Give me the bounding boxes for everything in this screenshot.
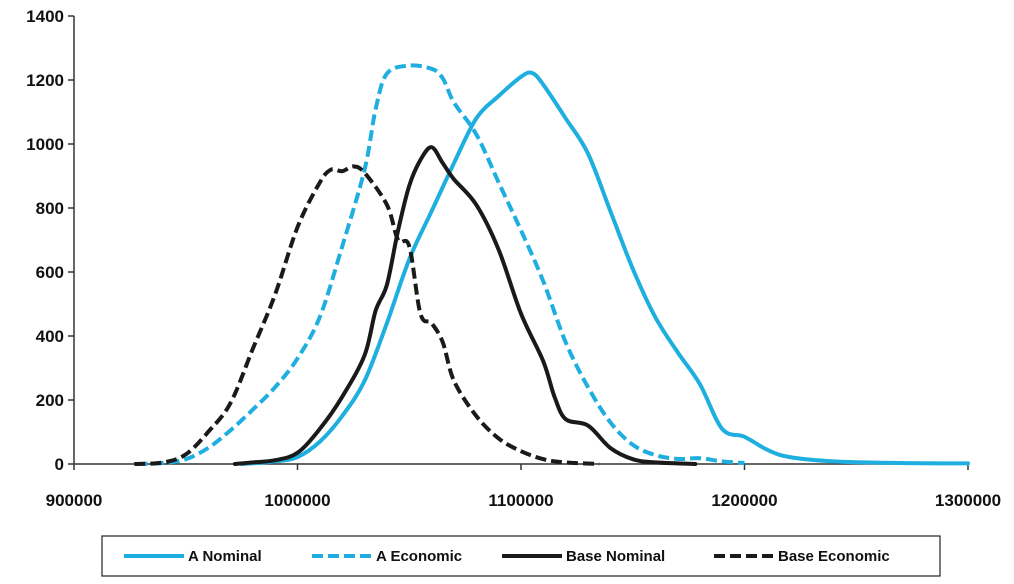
y-tick-label: 400 — [36, 327, 64, 346]
y-tick-label: 1000 — [26, 135, 64, 154]
legend: A Nominal A Economic Base Nominal Base Econ… — [101, 535, 941, 577]
x-tick-label: 900000 — [46, 491, 103, 510]
series-line-base-economic — [134, 164, 600, 466]
x-tick-label: 1000000 — [264, 491, 330, 510]
y-tick-label: 0 — [55, 455, 64, 474]
series-layer — [134, 63, 970, 466]
y-tick-label: 1200 — [26, 71, 64, 90]
axes: 0 200 400 600 800 1000 1200 1400 900000 1000000 11… — [26, 7, 1001, 510]
x-tick-label: 1300000 — [935, 491, 1001, 510]
series-line-base-nominal — [232, 145, 698, 466]
legend-label-base-economic: Base Economic — [778, 548, 890, 565]
y-tick-label: 600 — [36, 263, 64, 282]
y-tick-label: 1400 — [26, 7, 64, 26]
series-line-a-economic — [136, 63, 745, 466]
y-tick-label: 800 — [36, 199, 64, 218]
legend-label-a-nominal: A Nominal — [188, 548, 262, 565]
series-line-a-nominal — [239, 70, 970, 466]
legend-label-a-economic: A Economic — [376, 548, 462, 565]
x-tick-label: 1100000 — [488, 491, 553, 510]
x-tick-label: 1200000 — [711, 491, 777, 510]
y-tick-label: 200 — [36, 391, 64, 410]
legend-label-base-nominal: Base Nominal — [566, 548, 665, 565]
